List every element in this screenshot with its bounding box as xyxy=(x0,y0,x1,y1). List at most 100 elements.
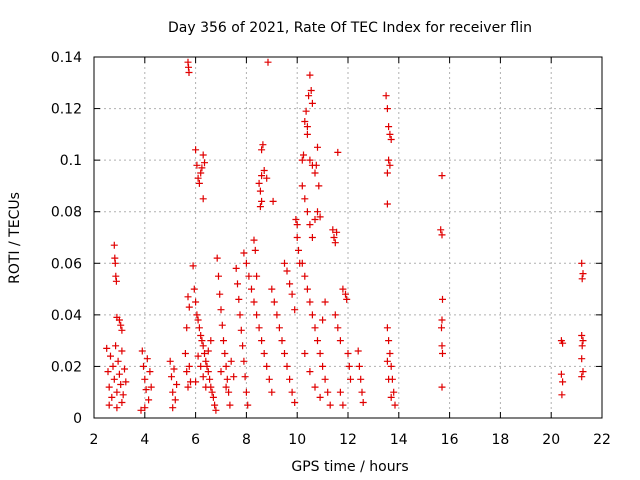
data-point xyxy=(269,197,277,205)
data-point xyxy=(330,234,338,241)
data-point xyxy=(391,401,399,409)
data-point xyxy=(298,259,306,267)
data-point xyxy=(387,136,395,143)
y-tick-label: 0.06 xyxy=(51,256,82,272)
data-point xyxy=(113,388,121,396)
chart-title: Day 356 of 2021, Rate Of TEC Index for r… xyxy=(168,20,532,36)
data-point xyxy=(244,401,252,409)
data-point xyxy=(326,401,334,409)
data-point xyxy=(216,290,224,298)
data-point xyxy=(578,355,586,363)
data-point xyxy=(306,221,314,229)
data-point xyxy=(146,368,154,376)
data-point xyxy=(141,404,149,412)
data-point xyxy=(295,246,302,254)
data-point xyxy=(183,324,191,332)
data-point xyxy=(198,164,206,172)
data-point xyxy=(204,347,212,355)
data-point xyxy=(232,264,240,272)
data-point xyxy=(306,71,314,79)
data-point xyxy=(256,187,264,195)
data-point xyxy=(357,375,365,383)
data-point xyxy=(199,342,207,350)
data-point xyxy=(386,130,394,138)
data-point xyxy=(114,357,122,365)
data-point xyxy=(390,388,398,396)
data-point xyxy=(259,141,267,149)
data-point xyxy=(311,169,319,177)
data-point xyxy=(202,383,210,391)
data-point xyxy=(283,267,291,275)
data-point xyxy=(300,151,307,159)
data-point xyxy=(383,105,391,113)
data-point xyxy=(199,195,207,203)
data-point xyxy=(107,352,114,360)
data-point xyxy=(201,350,208,357)
data-point xyxy=(137,406,145,414)
data-point xyxy=(260,350,268,357)
data-point xyxy=(308,99,316,107)
data-point xyxy=(298,182,306,190)
x-tick-label: 4 xyxy=(140,432,149,448)
data-point xyxy=(339,285,347,293)
data-point xyxy=(170,365,178,373)
data-point xyxy=(336,337,344,345)
data-point xyxy=(258,337,266,345)
data-point xyxy=(223,375,231,383)
data-point xyxy=(331,239,339,247)
data-point xyxy=(578,275,586,283)
data-point xyxy=(383,200,391,208)
data-point xyxy=(145,396,153,404)
data-point xyxy=(383,324,391,332)
data-point xyxy=(250,236,258,244)
data-point xyxy=(169,388,177,396)
data-point xyxy=(117,381,125,388)
data-point xyxy=(110,375,118,383)
x-tick-label: 6 xyxy=(191,432,200,448)
data-point xyxy=(268,388,276,396)
data-point xyxy=(579,337,587,345)
data-point xyxy=(111,259,119,267)
data-point xyxy=(168,373,175,381)
data-point xyxy=(105,401,113,409)
data-point xyxy=(291,399,299,406)
data-point xyxy=(122,378,130,386)
data-point xyxy=(331,311,339,319)
data-point xyxy=(281,350,288,357)
data-point xyxy=(258,146,266,154)
data-point xyxy=(142,386,150,394)
data-point xyxy=(438,316,446,324)
x-tick-label: 22 xyxy=(593,432,611,448)
data-point xyxy=(579,270,587,278)
x-tick-label: 18 xyxy=(491,432,509,448)
x-tick-label: 12 xyxy=(339,432,357,448)
data-point xyxy=(234,280,241,288)
data-point xyxy=(110,241,118,249)
data-point xyxy=(316,393,324,401)
data-point xyxy=(194,352,202,360)
data-point xyxy=(199,373,207,381)
data-point xyxy=(355,362,363,370)
data-point xyxy=(225,388,233,396)
data-point xyxy=(237,326,245,334)
data-point xyxy=(301,350,309,357)
data-point xyxy=(291,306,299,314)
data-point xyxy=(263,362,271,370)
data-point xyxy=(578,373,586,381)
data-point xyxy=(118,347,126,355)
data-point xyxy=(245,272,253,280)
data-point xyxy=(303,285,311,293)
data-point xyxy=(253,272,261,280)
data-point xyxy=(305,92,313,100)
data-point xyxy=(198,337,206,345)
data-points xyxy=(103,58,587,414)
y-tick-label: 0.14 xyxy=(51,50,82,66)
data-point xyxy=(268,285,276,293)
data-point xyxy=(559,339,567,347)
data-point xyxy=(194,174,202,182)
data-point xyxy=(112,342,120,350)
data-point xyxy=(385,337,393,345)
data-point xyxy=(292,216,300,223)
y-tick-label: 0.04 xyxy=(51,308,82,324)
data-point xyxy=(226,401,234,409)
